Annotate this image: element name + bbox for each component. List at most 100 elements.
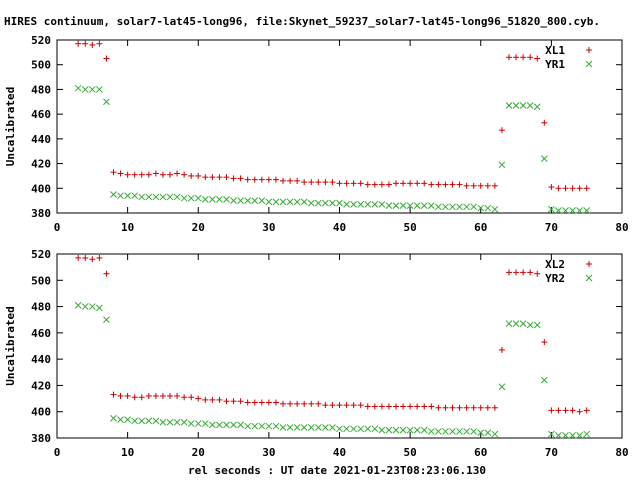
chart-panel-1: 380 400 420 440 460 480 500 520 0 10 20 30 40 50 60 70 8… <box>4 34 629 234</box>
data-point <box>286 198 294 206</box>
data-point <box>364 403 371 410</box>
series-XL1 <box>75 40 590 192</box>
data-point <box>555 207 562 214</box>
data-point <box>399 202 407 209</box>
data-point <box>166 418 174 426</box>
data-point <box>548 430 555 438</box>
data-point <box>202 174 209 181</box>
data-point <box>540 155 548 162</box>
data-point <box>477 429 485 437</box>
data-point <box>265 399 272 406</box>
data-point <box>533 103 541 111</box>
data-point <box>449 428 456 435</box>
data-point <box>477 182 484 189</box>
legend-label: YR2 <box>545 272 565 285</box>
x-tick-label: 60 <box>474 221 487 234</box>
data-point <box>244 422 252 430</box>
data-point <box>117 170 124 177</box>
data-point <box>329 179 336 186</box>
data-point <box>188 394 195 401</box>
data-point <box>181 171 188 178</box>
y-tick-label: 420 <box>31 158 51 171</box>
plot-frame <box>56 39 623 214</box>
data-point <box>237 197 244 204</box>
data-point <box>124 192 131 200</box>
data-point <box>336 199 343 207</box>
y-tick-label: 520 <box>31 248 51 261</box>
data-point <box>216 421 223 429</box>
data-point <box>512 320 520 328</box>
y-tick-label: 400 <box>31 406 51 419</box>
data-point <box>174 392 181 399</box>
data-point <box>216 396 223 403</box>
data-point <box>322 199 329 207</box>
x-tick-label: 30 <box>262 221 275 234</box>
data-point <box>138 171 145 178</box>
data-point <box>385 426 393 434</box>
data-point <box>152 193 160 201</box>
data-point <box>96 254 103 261</box>
data-point <box>350 180 357 187</box>
data-point <box>117 392 124 399</box>
data-point <box>181 394 188 401</box>
data-point <box>301 179 308 186</box>
data-point <box>534 55 541 62</box>
data-point <box>449 404 456 411</box>
data-point <box>420 426 428 434</box>
data-point <box>74 84 82 92</box>
data-point <box>300 198 308 206</box>
x-tick-label: 10 <box>121 221 134 234</box>
data-point <box>442 181 449 188</box>
data-point <box>364 200 372 208</box>
data-point <box>393 403 399 410</box>
data-point <box>82 254 89 261</box>
x-tick-label: 40 <box>333 446 346 459</box>
data-point <box>400 180 407 187</box>
data-point <box>237 421 244 429</box>
data-point <box>230 197 237 204</box>
data-point <box>357 425 365 433</box>
data-point <box>350 200 357 208</box>
data-point <box>195 395 202 402</box>
x-tick-label: 50 <box>404 446 417 459</box>
x-tick-label: 60 <box>474 446 487 459</box>
y-tick-label: 500 <box>31 274 51 287</box>
data-point <box>96 40 103 47</box>
x-tick-label: 0 <box>54 221 61 234</box>
x-tick-label: 40 <box>333 221 346 234</box>
data-point <box>576 185 583 192</box>
data-point <box>159 392 166 399</box>
data-point <box>138 193 146 201</box>
legend-marker <box>586 261 592 267</box>
data-point <box>173 193 181 201</box>
series-YR2 <box>74 301 591 439</box>
data-point <box>145 417 153 425</box>
data-point <box>505 102 513 109</box>
y-axis-label: Uncalibrated <box>4 87 17 166</box>
data-point <box>548 184 555 191</box>
legend-marker <box>585 274 593 282</box>
data-point <box>152 170 159 177</box>
data-point <box>167 171 173 178</box>
data-point <box>357 402 364 409</box>
data-point <box>428 181 435 188</box>
data-point <box>75 254 82 261</box>
data-point <box>145 193 153 201</box>
x-tick-label: 70 <box>545 221 558 234</box>
data-point <box>576 408 583 415</box>
data-point <box>117 416 124 423</box>
data-point <box>96 304 103 312</box>
y-tick-label: 380 <box>31 207 51 220</box>
data-point <box>378 181 385 188</box>
data-point <box>343 425 350 433</box>
y-tick-label: 480 <box>31 301 51 314</box>
data-point <box>357 180 364 187</box>
data-point <box>315 179 322 186</box>
data-point <box>287 400 294 407</box>
x-tick-label: 10 <box>121 446 134 459</box>
data-point <box>527 269 534 276</box>
data-point <box>576 432 583 439</box>
data-point <box>124 392 131 399</box>
data-point <box>498 383 506 391</box>
data-point <box>456 428 463 435</box>
